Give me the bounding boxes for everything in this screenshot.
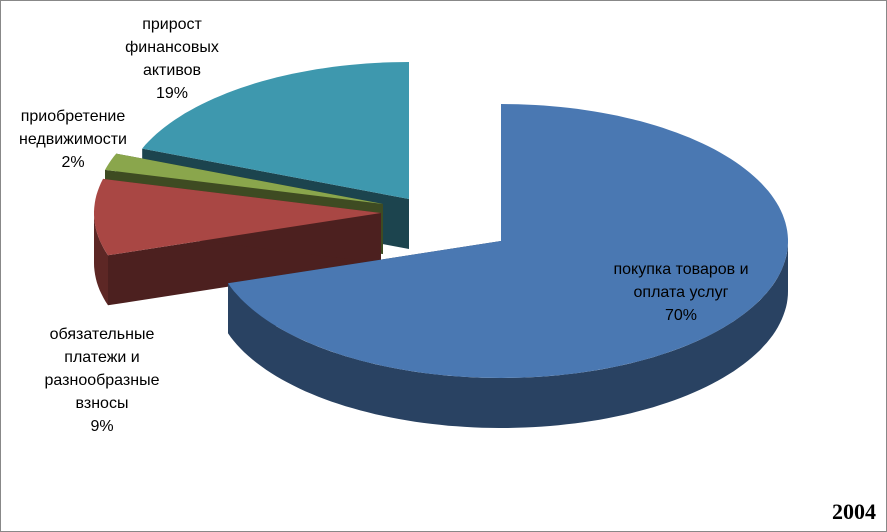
slice [228,104,788,378]
slice-wall [228,241,788,428]
slice [94,178,381,256]
value-label: 70% [664,307,698,324]
slice-label: приобретение недвижимости 2% [3,105,143,174]
category-label: прирост финансовых активов [125,16,219,79]
category-label: обязательные платежи и разнообразные взн… [44,326,160,412]
category-label: покупка товаров и оплата услуг [613,261,749,301]
category-label: приобретение недвижимости [19,108,127,148]
value-label: 19% [155,85,189,102]
slice-wall [94,213,108,306]
value-label: 2% [61,154,85,171]
slice-label: обязательные платежи и разнообразные взн… [27,323,177,438]
chart-title: 2004 [832,499,876,524]
slice-label: прирост финансовых активов 19% [116,13,228,105]
slice-label: покупка товаров и оплата услуг 70% [596,258,766,327]
slice [142,62,409,199]
value-label: 9% [90,418,114,435]
slice [105,153,383,204]
